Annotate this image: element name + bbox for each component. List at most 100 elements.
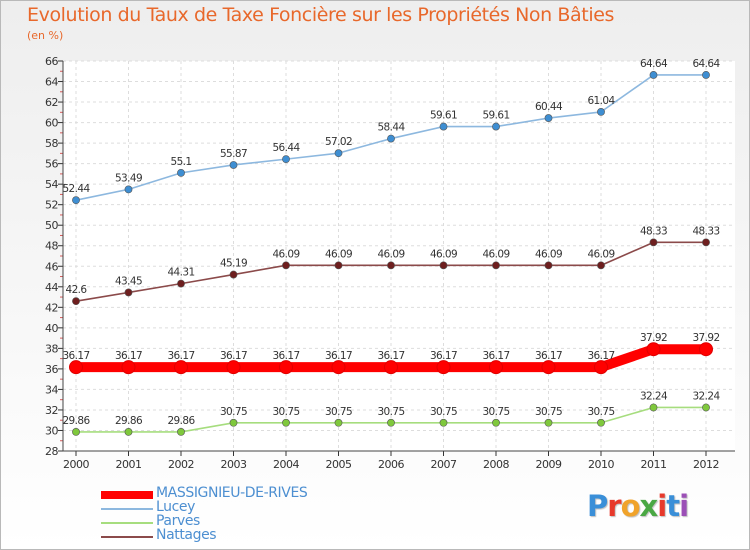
data-point [699,342,713,357]
x-tick-label: 2005 [326,458,352,471]
data-label: 36.17 [535,350,562,362]
legend-swatch [101,491,153,499]
x-tick-label: 2001 [116,458,142,471]
data-label: 52.44 [62,183,90,195]
data-point [387,261,395,270]
logo-letter: i [679,489,689,523]
y-tick-label: 60 [45,117,58,130]
data-label: 36.17 [482,350,509,362]
y-tick-label: 56 [45,158,58,171]
y-tick-label: 50 [45,219,58,232]
data-label: 43.45 [115,275,142,287]
data-label: 58.44 [377,122,405,134]
data-label: 48.33 [640,225,667,237]
data-label: 32.24 [640,390,668,402]
x-tick-label: 2004 [273,458,299,471]
data-point [439,122,448,131]
legend-swatch [101,508,153,510]
data-label: 55.1 [171,156,192,168]
data-label: 36.17 [587,350,614,362]
data-label: 45.19 [220,258,247,270]
data-point [387,418,395,427]
data-point [282,261,290,270]
data-label: 36.17 [62,350,89,362]
data-point [492,261,500,270]
data-point [649,71,658,79]
data-point [597,418,605,427]
data-label: 30.75 [482,406,509,418]
data-point [177,168,185,177]
y-tick-label: 62 [45,96,58,109]
data-point [649,403,658,412]
data-point [597,261,605,270]
y-tick-label: 34 [45,383,58,396]
data-label: 64.64 [692,58,720,70]
data-label: 29.86 [115,415,143,427]
data-label: 46.09 [377,248,404,260]
series-layer [69,71,713,436]
data-label: 36.17 [272,350,299,362]
data-label: 55.87 [220,148,247,160]
legend-swatch [101,522,153,524]
data-label: 46.09 [272,248,299,260]
data-label: 32.24 [692,390,720,402]
data-point [121,360,136,375]
x-tick-label: 2006 [378,458,404,471]
data-label: 36.17 [377,350,404,362]
data-point [492,122,500,131]
data-point [124,428,133,436]
data-label: 30.75 [430,406,457,418]
logo-letter: o [620,489,641,523]
x-tick-label: 2009 [536,458,562,471]
data-label: 57.02 [325,136,352,148]
data-label: 30.75 [272,406,299,418]
data-label: 46.09 [430,248,457,260]
data-point [334,261,343,270]
data-label: 46.09 [325,248,352,260]
chart-title: Evolution du Taux de Taxe Foncière sur l… [27,4,615,26]
data-label: 36.17 [115,350,142,362]
x-tick-label: 2011 [641,458,667,471]
x-tick-label: 2012 [693,458,719,471]
data-point [69,360,83,375]
y-tick-label: 66 [45,55,58,68]
data-point [124,185,133,194]
x-tick-label: 2002 [168,458,194,471]
data-label: 46.09 [587,248,614,260]
data-point [541,360,556,375]
data-point [226,360,241,375]
axes [58,60,735,456]
y-axis-tick-labels: 28 30 32 34 36 38 40 42 44 46 48 50 52 54 56 58 60 62 64 66 [45,55,59,458]
data-point [436,360,451,375]
data-label: 48.33 [692,225,719,237]
data-label: 61.04 [587,95,615,107]
y-tick-label: 64 [45,76,58,89]
data-label: 59.61 [430,110,457,122]
data-label: 44.31 [167,267,194,279]
logo-letter: t [666,489,680,523]
logo-letter: i [657,489,667,523]
data-point [387,134,395,143]
y-tick-label: 30 [45,424,58,437]
data-label: 36.17 [167,350,194,362]
data-point [334,418,343,427]
data-point [279,360,293,375]
data-point [174,360,188,375]
data-label: 59.61 [482,110,509,122]
data-labels: 52.44 53.49 55.1 55.87 56.44 57.02 58.44 59.61 5… [62,58,721,427]
data-point [229,270,238,279]
data-label: 30.75 [325,406,352,418]
series-nattages [72,238,710,306]
data-point [331,360,346,375]
data-point [492,418,500,427]
y-tick-label: 52 [45,199,58,212]
legend-label: Nattages [156,527,217,543]
data-label: 30.75 [587,406,614,418]
y-tick-label: 40 [45,322,58,335]
legend-swatch [101,536,153,538]
logo-letter: x [639,489,659,523]
data-point [544,418,553,427]
data-point [229,161,238,169]
data-label: 30.75 [220,406,247,418]
x-tick-label: 2007 [431,458,457,471]
